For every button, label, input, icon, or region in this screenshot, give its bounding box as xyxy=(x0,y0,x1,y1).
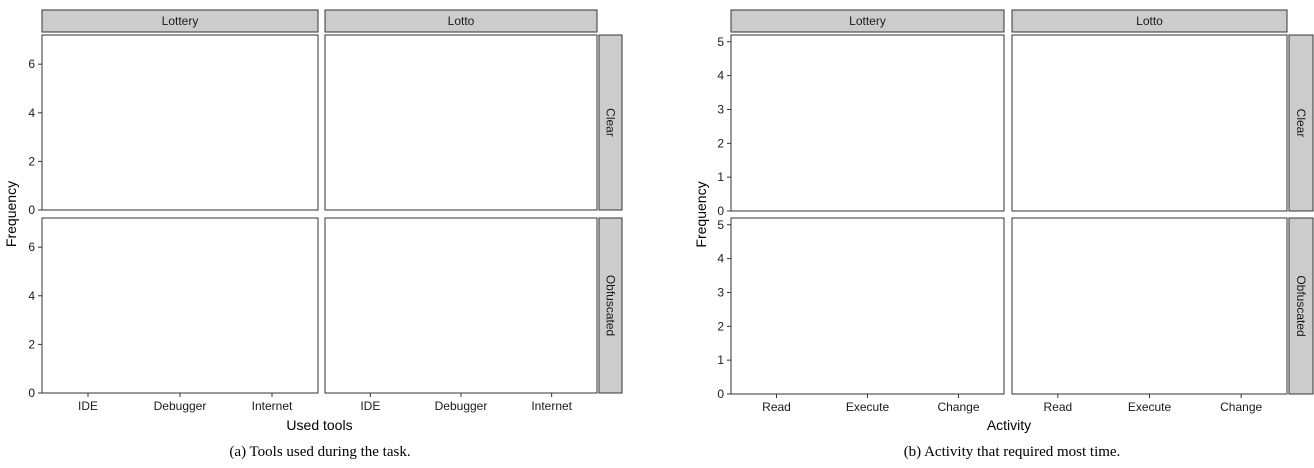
panel-border xyxy=(41,34,319,211)
panel-border xyxy=(41,217,319,394)
strip-label-lottery: Lottery xyxy=(849,14,886,28)
x-tick-label: IDE xyxy=(360,399,380,413)
panel-border xyxy=(730,34,1005,212)
x-tick-label: Execute xyxy=(846,400,890,414)
y-tick-label: 0 xyxy=(28,203,35,217)
panel-lottery-obfuscated: 0 1 2 3 4 5 Read Execute Change xyxy=(717,217,1005,414)
x-tick-label: IDE xyxy=(78,399,98,413)
y-tick-label: 4 xyxy=(717,69,724,83)
strip-label-lotto: Lotto xyxy=(1136,14,1163,28)
y-tick-label: 2 xyxy=(28,337,35,351)
y-tick-label: 0 xyxy=(717,204,724,218)
strip-obfuscated xyxy=(1288,217,1314,395)
x-axis-title: Used tools xyxy=(286,417,352,433)
panel-lotto-obfuscated: Read Execute Change xyxy=(1011,217,1288,414)
y-tick-label: 3 xyxy=(717,285,724,299)
y-axis-title: Frequency xyxy=(693,181,709,247)
x-tick-label: Debugger xyxy=(154,399,207,413)
y-tick-label: 4 xyxy=(717,252,724,266)
strip-lottery xyxy=(730,9,1005,33)
strip-obfuscated xyxy=(598,217,623,394)
panel-border xyxy=(324,217,598,394)
x-tick-label: Change xyxy=(937,400,979,414)
x-tick-label: Execute xyxy=(1128,400,1172,414)
panel-border xyxy=(324,34,598,211)
x-tick-label: Change xyxy=(1220,400,1262,414)
x-axis-title: Activity xyxy=(987,417,1031,433)
strip-label-lottery: Lottery xyxy=(162,14,199,28)
strip-lotto xyxy=(1011,9,1288,33)
y-tick-label: 3 xyxy=(717,102,724,116)
y-tick-label: 4 xyxy=(28,289,35,303)
strip-lottery xyxy=(41,9,319,33)
caption-a: (a) Tools used during the task. xyxy=(229,444,411,460)
panel-lotto-clear xyxy=(324,34,598,211)
x-tick-label: Internet xyxy=(252,399,293,413)
strip-label-clear: Clear xyxy=(604,108,618,137)
y-tick-label: 6 xyxy=(28,240,35,254)
y-tick-label: 0 xyxy=(28,386,35,400)
strip-label-clear: Clear xyxy=(1294,109,1308,138)
y-tick-label: 5 xyxy=(717,35,724,49)
x-tick-label: Debugger xyxy=(435,399,488,413)
y-tick-label: 6 xyxy=(28,57,35,71)
panel-lotto-obfuscated: IDE Debugger Internet xyxy=(324,217,598,413)
panel-border xyxy=(1011,217,1288,395)
x-tick-label: Read xyxy=(1043,400,1072,414)
panel-lotto-clear xyxy=(1011,34,1288,212)
y-tick-label: 0 xyxy=(717,387,724,401)
panel-lottery-clear: 0 1 2 3 4 5 xyxy=(717,34,1005,218)
panel-border xyxy=(1011,34,1288,212)
strip-label-obfuscated: Obfuscated xyxy=(1294,275,1308,336)
y-axis-title: Frequency xyxy=(3,181,19,247)
y-tick-label: 2 xyxy=(717,319,724,333)
y-tick-label: 2 xyxy=(717,136,724,150)
panel-lottery-clear: 0 2 4 6 xyxy=(28,34,319,217)
y-tick-label: 1 xyxy=(717,170,724,184)
strip-label-obfuscated: Obfuscated xyxy=(604,275,618,336)
strip-label-lotto: Lotto xyxy=(448,14,475,28)
panel-lottery-obfuscated: 0 2 4 6 IDE Debugger Internet xyxy=(28,217,319,413)
strip-clear xyxy=(598,34,623,211)
y-tick-label: 2 xyxy=(28,154,35,168)
strip-clear xyxy=(1288,34,1314,212)
figure: 0 2 4 6 0 2 4 6 IDE Debugger Internet IDE Debugger In… xyxy=(3,9,1314,433)
panel-border xyxy=(730,217,1005,395)
y-tick-label: 1 xyxy=(717,353,724,367)
x-tick-label: Read xyxy=(762,400,791,414)
strip-lotto xyxy=(324,9,598,33)
y-tick-label: 4 xyxy=(28,106,35,120)
y-tick-label: 5 xyxy=(717,218,724,232)
chart-a: 0 2 4 6 0 2 4 6 IDE Debugger Internet IDE Debugger In… xyxy=(3,9,623,433)
x-tick-label: Internet xyxy=(531,399,572,413)
caption-b: (b) Activity that required most time. xyxy=(903,444,1121,460)
